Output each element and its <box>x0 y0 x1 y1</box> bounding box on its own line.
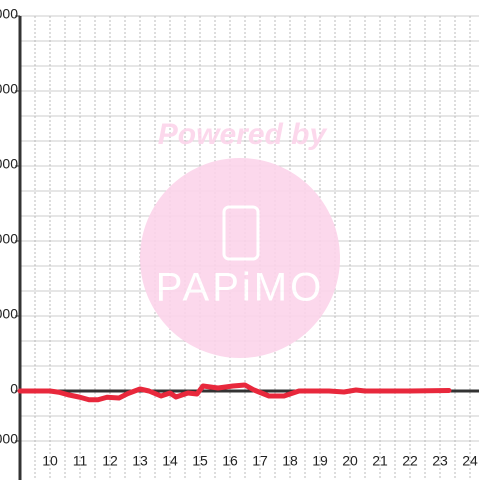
watermark-caption: Powered by <box>158 118 328 151</box>
x-tick-label: 21 <box>372 453 388 469</box>
y-tick-label: 90,000 <box>0 156 18 172</box>
watermark: Powered by PAPiMO <box>140 118 340 358</box>
x-tick-label: 18 <box>282 453 298 469</box>
series-line <box>17 382 452 403</box>
x-tick-label: 23 <box>432 453 448 469</box>
x-tick-label: 10 <box>42 453 58 469</box>
y-tick-label: 30,000 <box>0 306 18 322</box>
x-tick-label: 11 <box>73 453 88 469</box>
x-tick-label: 20 <box>342 453 358 469</box>
watermark-phone <box>222 205 260 261</box>
x-tick-label: 15 <box>192 453 208 469</box>
x-tick-label: 12 <box>102 453 118 469</box>
x-tick-label: 14 <box>162 453 178 469</box>
x-tick-label: 24 <box>462 453 478 469</box>
x-tick-label: 13 <box>132 453 148 469</box>
y-tick-label: 60,000 <box>0 231 18 247</box>
x-tick-label: 16 <box>222 453 238 469</box>
y-tick-label: 150,000 <box>0 6 18 22</box>
y-tick-label: 120,000 <box>0 81 18 97</box>
x-tick-label: 17 <box>252 453 268 469</box>
x-tick-label: 22 <box>402 453 418 469</box>
x-tick-label: 19 <box>312 453 328 469</box>
watermark-logo: PAPiMO <box>156 266 324 310</box>
y-tick-label: -20,000 <box>0 431 18 447</box>
y-tick-label: 0 <box>10 381 18 397</box>
